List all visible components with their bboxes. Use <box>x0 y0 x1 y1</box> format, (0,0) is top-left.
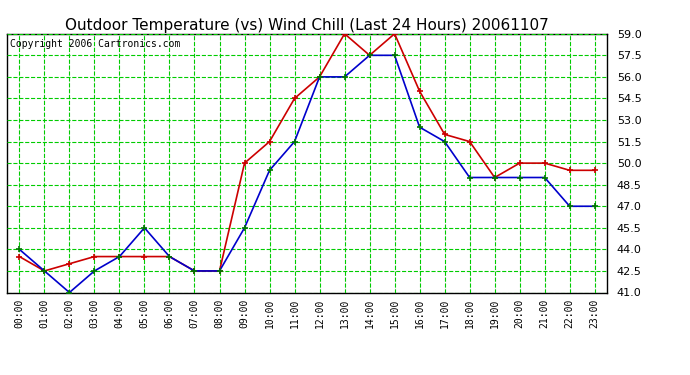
Title: Outdoor Temperature (vs) Wind Chill (Last 24 Hours) 20061107: Outdoor Temperature (vs) Wind Chill (Las… <box>65 18 549 33</box>
Text: Copyright 2006 Cartronics.com: Copyright 2006 Cartronics.com <box>10 39 180 49</box>
